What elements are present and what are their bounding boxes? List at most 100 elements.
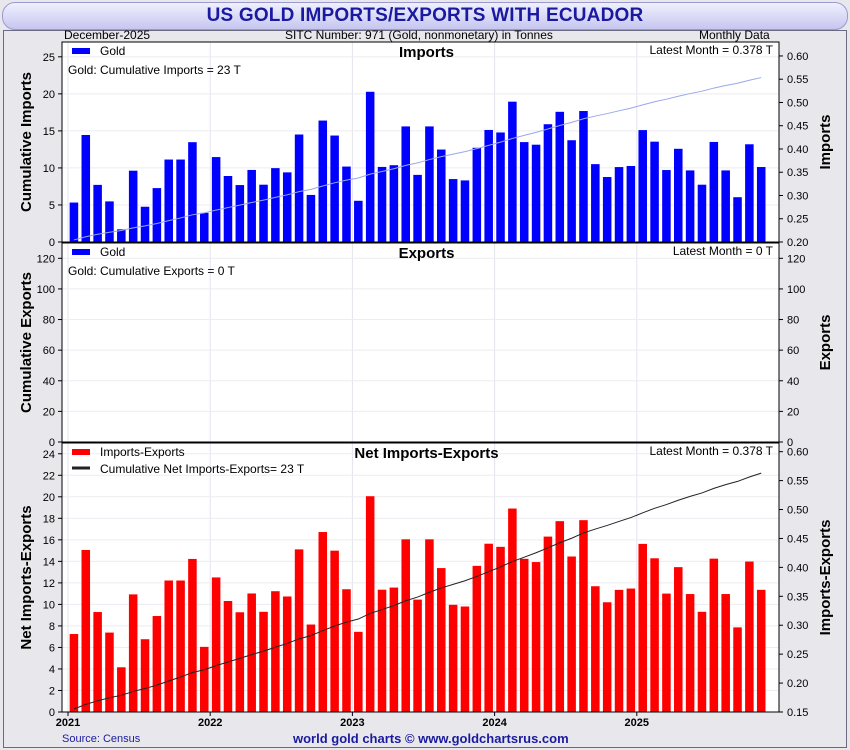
source-label: Source: Census — [62, 733, 141, 745]
bar-imports — [425, 126, 434, 242]
left-tick-label: 20 — [43, 406, 55, 418]
x-tick-label: 2024 — [482, 717, 507, 729]
bar-imports — [519, 142, 529, 242]
right-tick-label: 0.20 — [787, 678, 808, 690]
bar-imports — [282, 172, 292, 242]
plot-area — [61, 242, 780, 443]
left-tick-label: 16 — [43, 535, 55, 547]
right-tick-label: 0.25 — [787, 214, 808, 226]
bar-imports — [579, 111, 588, 242]
right-tick-label: 0.50 — [787, 97, 808, 109]
bar-net — [401, 539, 410, 712]
right-tick-label: 0.40 — [787, 144, 808, 156]
bar-imports — [531, 144, 541, 242]
left-tick-label: 15 — [43, 126, 55, 138]
cumulative-line — [73, 77, 762, 241]
bar-net — [164, 580, 173, 712]
left-tick-label: 100 — [37, 284, 55, 296]
bar-net — [247, 593, 256, 712]
right-tick-label: 0.35 — [787, 591, 808, 603]
right-tick-label: 80 — [787, 315, 799, 327]
right-tick-label: 0.25 — [787, 649, 808, 661]
bar-net — [235, 612, 245, 712]
bar-imports — [591, 164, 600, 242]
latest-month-label: Latest Month = 0 T — [673, 244, 774, 258]
right-tick-label: 60 — [787, 345, 799, 357]
left-tick-label: 0 — [49, 707, 55, 719]
bar-net — [365, 496, 375, 712]
bar-imports — [306, 194, 316, 242]
bar-imports — [318, 120, 328, 242]
bar-net — [318, 532, 328, 712]
bar-net — [93, 612, 102, 712]
right-tick-label: 0.15 — [787, 707, 808, 719]
legend-label: Gold — [100, 44, 125, 58]
bar-imports — [294, 134, 304, 242]
bar-imports — [247, 169, 256, 242]
bar-imports — [259, 184, 268, 242]
plot-border — [61, 242, 780, 443]
bar-net — [448, 604, 458, 712]
bar-imports — [745, 144, 754, 242]
left-tick-label: 0 — [49, 237, 55, 249]
bar-imports — [164, 159, 173, 242]
legend-swatch — [72, 449, 90, 455]
bar-net — [756, 589, 766, 712]
bar-net — [223, 600, 233, 712]
legend-label: Gold — [100, 245, 125, 259]
bar-imports — [271, 168, 280, 242]
right-axis-label: Exports — [817, 315, 834, 371]
x-tick-label: 2021 — [56, 717, 80, 729]
bar-imports — [460, 180, 470, 242]
panel-title: Net Imports-Exports — [354, 445, 498, 462]
cumulative-line — [73, 472, 762, 710]
bar-imports — [152, 188, 162, 242]
bar-imports — [354, 200, 363, 242]
date-label: December-2025 — [64, 28, 151, 42]
bar-net — [508, 508, 517, 712]
bar-imports — [437, 149, 446, 242]
left-tick-label: 2 — [49, 685, 55, 697]
bar-imports — [496, 132, 505, 242]
left-tick-label: 120 — [37, 253, 55, 265]
right-tick-label: 0.50 — [787, 505, 808, 517]
right-tick-label: 100 — [787, 284, 805, 296]
bar-net — [662, 593, 671, 712]
left-tick-label: 18 — [43, 513, 55, 525]
latest-month-label: Latest Month = 0.378 T — [649, 444, 773, 458]
bar-net — [519, 558, 529, 712]
right-tick-label: 40 — [787, 376, 799, 388]
panel-title: Exports — [399, 245, 455, 262]
bar-imports — [472, 147, 482, 242]
bar-imports — [614, 167, 624, 242]
bar-net — [472, 565, 482, 712]
right-tick-label: 0.55 — [787, 74, 808, 86]
bar-imports — [342, 166, 351, 242]
left-tick-label: 60 — [43, 345, 55, 357]
right-tick-label: 0.55 — [787, 476, 808, 488]
bar-imports — [401, 126, 410, 242]
bar-imports — [662, 170, 671, 242]
right-tick-label: 0.60 — [787, 447, 808, 459]
right-tick-label: 120 — [787, 253, 805, 265]
right-tick-label: 0.35 — [787, 167, 808, 179]
bar-net — [377, 589, 387, 712]
legend-swatch — [72, 48, 90, 54]
bar-imports — [721, 170, 730, 242]
bar-imports — [211, 157, 221, 242]
bar-net — [117, 667, 126, 712]
bar-imports — [377, 166, 387, 242]
bar-net — [81, 549, 91, 712]
x-tick-label: 2025 — [625, 717, 649, 729]
bar-net — [745, 561, 754, 712]
left-tick-label: 25 — [43, 52, 55, 64]
left-tick-label: 10 — [43, 599, 55, 611]
bar-net — [211, 577, 221, 712]
frequency-label: Monthly Data — [699, 28, 770, 42]
left-tick-label: 80 — [43, 315, 55, 327]
bar-net — [602, 602, 612, 712]
bar-imports — [602, 177, 612, 242]
bar-net — [685, 594, 695, 712]
right-tick-label: 0.30 — [787, 620, 808, 632]
